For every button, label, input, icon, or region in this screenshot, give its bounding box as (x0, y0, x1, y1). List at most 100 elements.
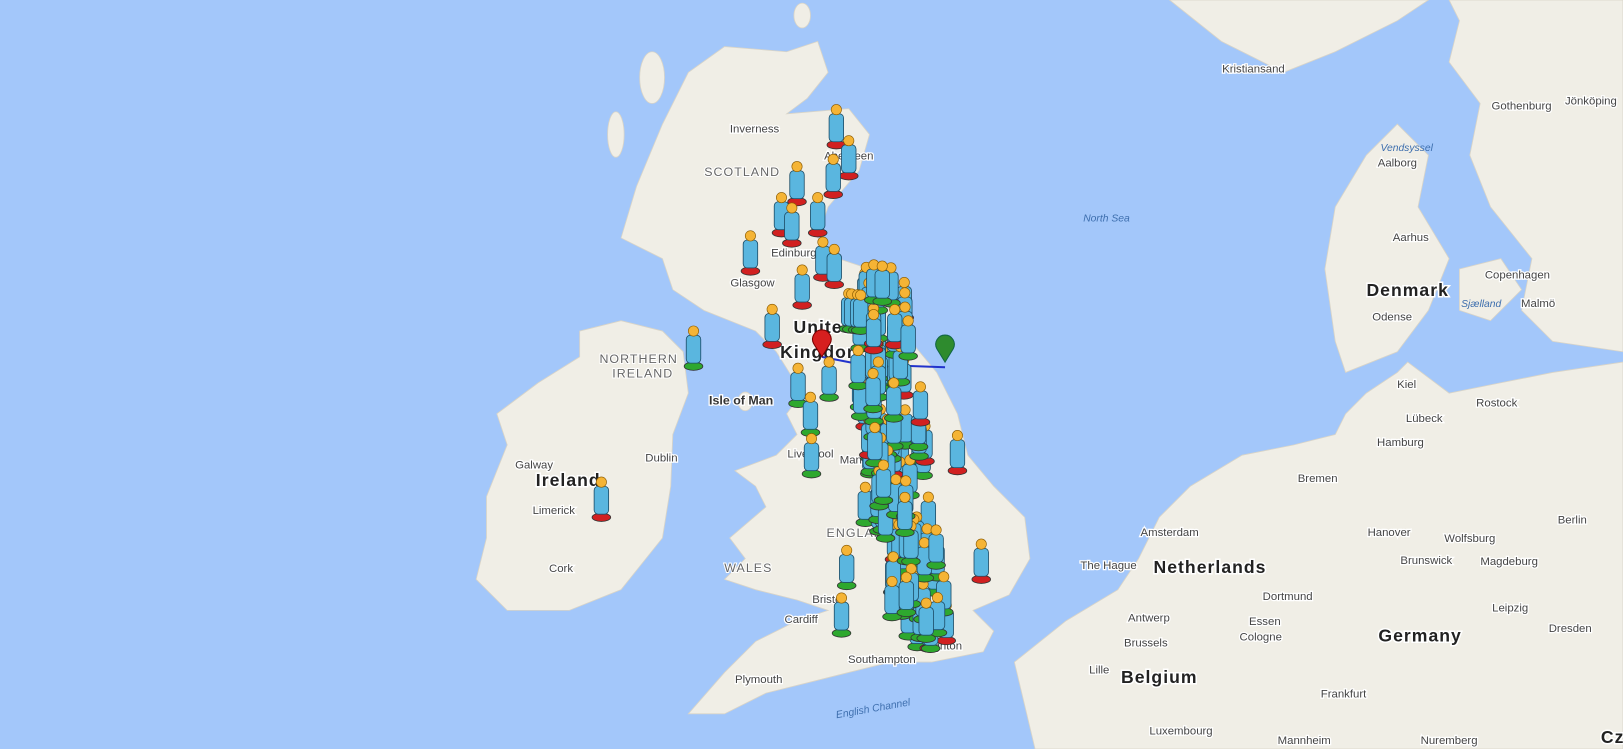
marker-head[interactable] (786, 202, 798, 214)
marker-body[interactable] (973, 547, 989, 577)
marker-head[interactable] (890, 473, 902, 485)
marker-head[interactable] (899, 287, 911, 299)
marker-body[interactable] (912, 390, 929, 420)
marker-head[interactable] (932, 592, 943, 604)
marker-head[interactable] (852, 345, 864, 357)
person-marker[interactable] (971, 538, 991, 584)
person-marker[interactable] (801, 433, 822, 479)
marker-head[interactable] (830, 104, 842, 116)
marker-head[interactable] (930, 524, 942, 536)
marker-body[interactable] (802, 400, 819, 430)
marker-head[interactable] (836, 592, 848, 604)
marker-body[interactable] (833, 601, 850, 631)
marker-head[interactable] (796, 264, 808, 276)
marker-head[interactable] (900, 475, 912, 487)
marker-body[interactable] (900, 324, 916, 354)
person-marker[interactable] (800, 391, 821, 437)
person-marker[interactable] (947, 430, 968, 476)
marker-body[interactable] (826, 253, 842, 282)
marker-body[interactable] (794, 273, 810, 303)
marker-head[interactable] (889, 304, 901, 316)
marker-head[interactable] (886, 575, 898, 587)
person-marker[interactable] (831, 592, 852, 638)
marker-head[interactable] (823, 356, 835, 368)
marker-body[interactable] (928, 533, 944, 563)
marker-head[interactable] (918, 537, 930, 549)
person-marker[interactable] (910, 381, 931, 427)
marker-head[interactable] (828, 243, 840, 255)
end-pin[interactable] (935, 334, 955, 364)
marker-head[interactable] (806, 433, 817, 445)
person-marker[interactable] (898, 315, 918, 361)
person-marker[interactable] (807, 192, 828, 238)
marker-head[interactable] (775, 192, 787, 204)
marker-head[interactable] (869, 422, 881, 434)
person-marker[interactable] (823, 153, 843, 200)
marker-head[interactable] (905, 563, 917, 575)
marker-body[interactable] (810, 201, 826, 231)
marker-body[interactable] (825, 163, 841, 192)
marker-body[interactable] (884, 585, 900, 614)
marker-body[interactable] (887, 313, 903, 343)
marker-body[interactable] (839, 554, 855, 583)
marker-body[interactable] (850, 354, 866, 384)
marker-head[interactable] (868, 309, 880, 321)
person-marker[interactable] (591, 476, 612, 522)
marker-body[interactable] (784, 211, 800, 241)
marker-head[interactable] (888, 377, 900, 389)
marker-head[interactable] (791, 161, 803, 173)
marker-body[interactable] (841, 144, 857, 174)
person-marker[interactable] (855, 481, 876, 527)
person-marker[interactable] (916, 597, 936, 643)
person-marker[interactable] (926, 524, 946, 570)
person-marker[interactable] (863, 368, 883, 414)
person-marker[interactable] (788, 362, 808, 409)
person-marker[interactable] (782, 202, 802, 248)
marker-head[interactable] (938, 571, 950, 583)
marker-head[interactable] (899, 491, 911, 503)
marker-head[interactable] (914, 381, 926, 393)
marker-head[interactable] (859, 481, 871, 493)
marker-head[interactable] (872, 356, 884, 368)
marker-body[interactable] (764, 313, 780, 342)
person-marker[interactable] (836, 544, 857, 591)
marker-head[interactable] (744, 230, 756, 242)
marker-head[interactable] (817, 236, 829, 248)
marker-head[interactable] (855, 289, 867, 301)
marker-head[interactable] (899, 404, 911, 416)
marker-head[interactable] (902, 315, 914, 327)
marker-body[interactable] (593, 485, 610, 515)
person-marker[interactable] (872, 260, 892, 306)
person-marker[interactable] (824, 243, 845, 290)
marker-body[interactable] (867, 431, 883, 461)
marker-head[interactable] (804, 391, 816, 403)
marker-body[interactable] (886, 386, 902, 416)
marker-body[interactable] (853, 298, 869, 328)
person-marker[interactable] (884, 377, 904, 423)
person-marker[interactable] (762, 303, 782, 350)
person-marker[interactable] (873, 459, 894, 505)
person-marker[interactable] (896, 571, 917, 618)
start-pin[interactable] (812, 329, 832, 358)
marker-body[interactable] (897, 501, 913, 530)
person-marker[interactable] (848, 345, 868, 391)
marker-head[interactable] (843, 135, 855, 147)
person-marker[interactable] (792, 264, 812, 310)
marker-body[interactable] (874, 269, 890, 299)
marker-body[interactable] (898, 581, 915, 610)
person-marker[interactable] (683, 325, 704, 371)
person-marker[interactable] (819, 356, 839, 402)
marker-head[interactable] (867, 368, 879, 379)
marker-body[interactable] (790, 372, 806, 401)
person-marker[interactable] (895, 491, 915, 538)
marker-head[interactable] (812, 192, 824, 204)
marker-body[interactable] (865, 377, 881, 406)
marker-body[interactable] (789, 170, 805, 200)
marker-body[interactable] (803, 442, 820, 472)
marker-head[interactable] (792, 362, 804, 374)
marker-body[interactable] (865, 318, 882, 348)
marker-head[interactable] (951, 430, 963, 442)
marker-head[interactable] (766, 303, 778, 315)
person-marker[interactable] (885, 304, 905, 350)
marker-head[interactable] (898, 276, 910, 288)
